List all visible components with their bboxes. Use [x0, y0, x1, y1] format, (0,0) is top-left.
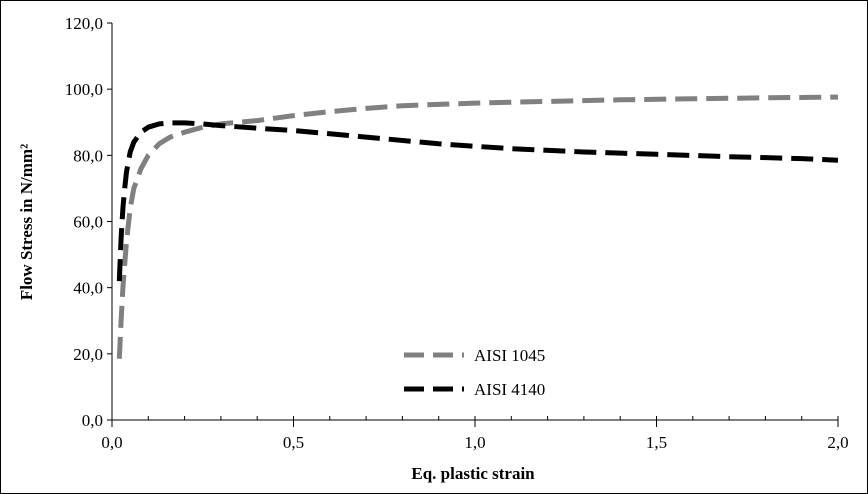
y-tick-label: 40,0	[73, 279, 103, 298]
x-tick-label: 0,5	[283, 433, 304, 452]
legend-label-aisi-4140: AISI 4140	[474, 380, 545, 399]
y-tick-label: 120,0	[65, 14, 103, 33]
x-tick-label: 1,0	[464, 433, 485, 452]
y-axis-title: Flow Stress in N/mm²	[17, 144, 36, 300]
x-axis-title: Eq. plastic strain	[411, 464, 535, 483]
y-tick-label: 0,0	[82, 411, 103, 430]
axis-ticks: 0,0 20,0 40,0 60,0 80,0 100,0 120,0 0,0 0,5 1,0 1,…	[65, 14, 849, 452]
x-tick-label: 0,0	[101, 433, 122, 452]
series-line-aisi-1045	[116, 94, 839, 359]
x-tick-label: 2,0	[827, 433, 848, 452]
y-tick-label: 60,0	[73, 213, 103, 232]
series-layer	[116, 94, 839, 359]
legend-label-aisi-1045: AISI 1045	[474, 346, 545, 365]
y-tick-label: 20,0	[73, 345, 103, 364]
legend: AISI 1045 AISI 4140	[404, 346, 545, 399]
y-tick-label: 100,0	[65, 80, 103, 99]
series-line-aisi-4140	[116, 120, 839, 282]
x-tick-label: 1,5	[646, 433, 667, 452]
y-tick-label: 80,0	[73, 146, 103, 165]
